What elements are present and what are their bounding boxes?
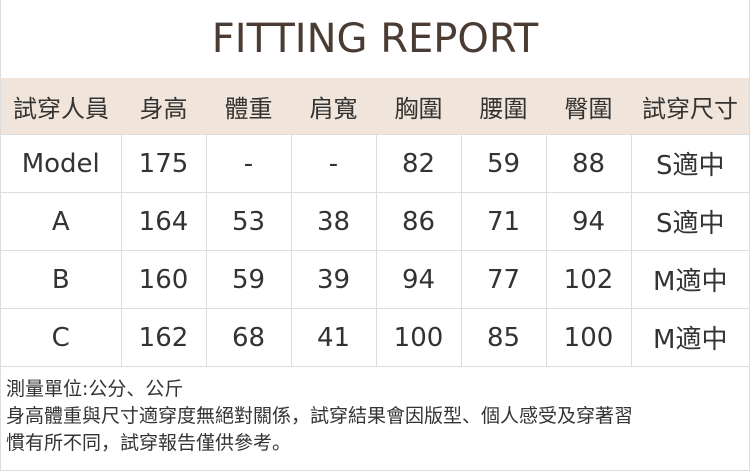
- table-cell: 102: [545, 250, 632, 309]
- header-row: 試穿人員 身高 體重 肩寬 胸圍 腰圍 臀圍 試穿尺寸: [1, 78, 749, 135]
- column-header: 臀圍: [546, 78, 631, 135]
- table-cell: 85: [460, 308, 547, 367]
- column-header: 身高: [121, 78, 206, 135]
- table-row: C 162 68 41 100 85 100 M適中: [1, 308, 749, 367]
- table-row: Model 175- -82 59 88 S適中: [1, 134, 749, 193]
- note-disclaimer-cont: 慣有所不同，試穿報告僅供參考。: [6, 432, 292, 454]
- table-cell: 94: [545, 192, 632, 251]
- column-header: 肩寬: [291, 78, 376, 135]
- column-header: 胸圍: [376, 78, 461, 135]
- table-cell: A: [1, 192, 122, 251]
- table-cell: -: [290, 134, 377, 193]
- column-header: 腰圍: [461, 78, 546, 135]
- table-cell: 164: [120, 192, 207, 251]
- table-cell: S適中: [630, 134, 749, 193]
- note-disclaimer: 身高體重與尺寸適穿度無絕對關係，試穿結果會因版型、個人感受及穿著習: [6, 405, 634, 427]
- notes: 測量單位:公分、公斤 身高體重與尺寸適穿度無絕對關係，試穿結果會因版型、個人感受…: [6, 376, 633, 457]
- table-cell: -: [205, 134, 292, 193]
- table-row: B 160 59 39 94 77 102 M適中: [1, 250, 749, 309]
- page-title: FITTING REPORT: [211, 16, 539, 62]
- table-cell: 160: [120, 250, 207, 309]
- table-cell: Model: [1, 134, 122, 193]
- table-cell: 39: [290, 250, 377, 309]
- table-cell: 82: [375, 134, 462, 193]
- table-cell: 71: [460, 192, 547, 251]
- column-header: 試穿尺寸: [631, 78, 749, 135]
- table-cell: M適中: [630, 250, 749, 309]
- note-unit: 測量單位:公分、公斤: [6, 378, 184, 400]
- table-cell: M適中: [630, 308, 749, 367]
- table-cell: 100: [545, 308, 632, 367]
- table-cell: 68: [205, 308, 292, 367]
- table-cell: 162: [120, 308, 207, 367]
- table-cell: 53: [205, 192, 292, 251]
- table-cell: 59: [205, 250, 292, 309]
- table-cell: 94: [375, 250, 462, 309]
- column-header: 體重: [206, 78, 291, 135]
- table-cell: 59: [460, 134, 547, 193]
- table-cell: 100: [375, 308, 462, 367]
- fitting-table: 試穿人員 身高 體重 肩寬 胸圍 腰圍 臀圍 試穿尺寸 Model 175- -82 59 88 S適中…: [1, 78, 749, 367]
- table-cell: 77: [460, 250, 547, 309]
- column-header: 試穿人員: [1, 78, 121, 135]
- table-cell: 38: [290, 192, 377, 251]
- table-cell: 175: [120, 134, 207, 193]
- table-cell: B: [1, 250, 122, 309]
- table-cell: 41: [290, 308, 377, 367]
- table-cell: S適中: [630, 192, 749, 251]
- table-cell: 88: [545, 134, 632, 193]
- table-row: A 164 53 38 86 71 94 S適中: [1, 192, 749, 251]
- table-cell: C: [1, 308, 122, 367]
- table-cell: 86: [375, 192, 462, 251]
